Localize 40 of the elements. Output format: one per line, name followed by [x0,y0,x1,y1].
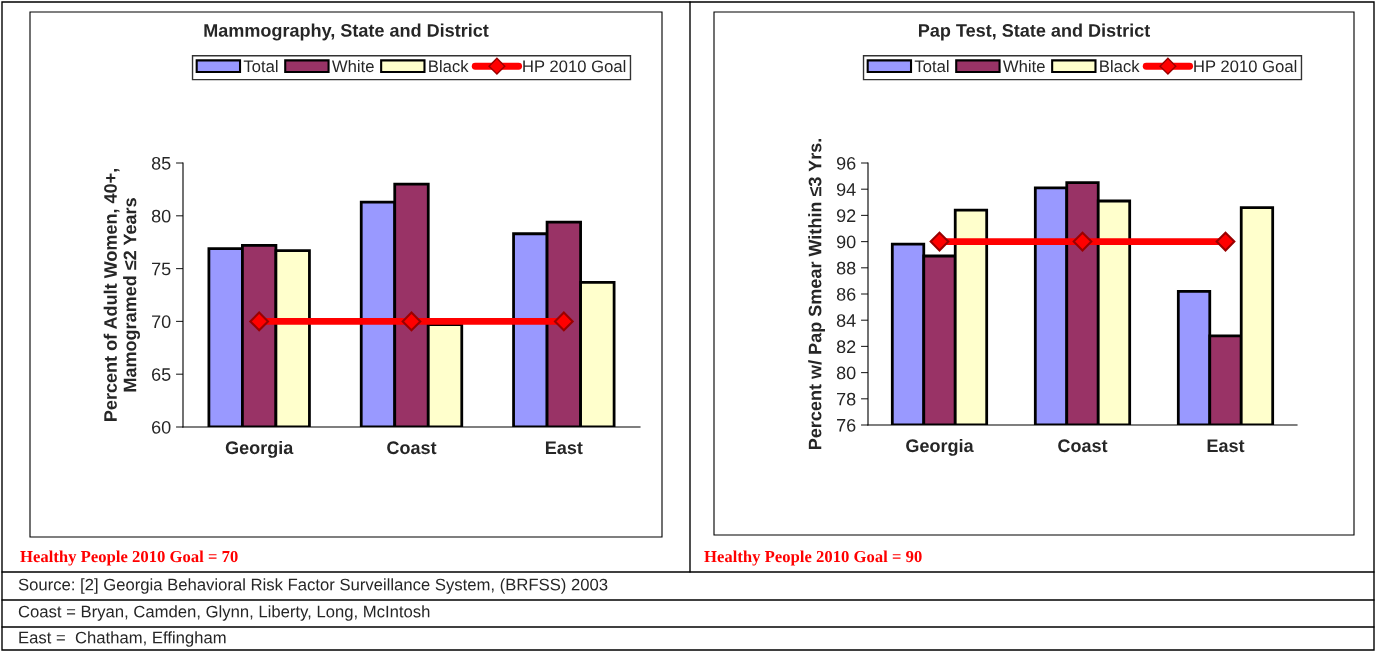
y-axis-title: Percent w/ Pap Smear Within ≤3 Yrs. [808,139,825,450]
text: Healthy People 2010 Goal = 70 [20,550,238,566]
legend-label: Total [243,59,278,73]
x-tick-label: Georgia [225,440,294,458]
y-axis-title: Percent of Adult Women, 40+, Mamogramed ≤2 Years [103,169,140,421]
y-tick-label: 85 [151,156,171,170]
y-tick-label: 76 [837,418,856,432]
y-tick-label: 70 [152,315,171,329]
x-tick-label: Georgia [906,438,974,456]
y-tick-label: 75 [152,262,171,276]
chart-title: Pap Test, State and District [918,23,1151,41]
legend-label: White [1002,59,1045,73]
y-tick-label: 92 [836,209,856,223]
x-tick-label: East [1207,439,1245,453]
y-tick-label: 88 [836,261,856,275]
legend-label: HP 2010 Goal [523,59,626,73]
legend-label: Black [429,59,469,73]
legend-label: Total [914,59,949,73]
x-tick-label: Coast [387,441,437,455]
source-note: Source: [2] Georgia Behavioral Risk Factor Surveillance System, (BRFSS) 2003 [18,578,608,594]
x-tick-label: East [545,441,583,455]
y-tick-label: 65 [152,368,171,381]
y-tick-label: 96 [836,156,856,170]
y-tick-label: 82 [836,340,856,354]
y-tick-label: 90 [836,235,856,249]
y-tick-label: 86 [836,287,856,301]
legend-label: Black [1100,59,1140,73]
y-tick-label: 80 [836,366,856,380]
y-tick-label: 60 [152,420,171,434]
y-tick-label: 84 [836,314,856,327]
y-tick-label: 80 [151,209,171,223]
text: East = Chatham, Effingham [19,631,226,647]
chart-title: Mammography, State and District [204,23,489,41]
y-tick-label: 94 [836,183,856,196]
x-tick-label: Coast [1058,439,1108,453]
text: Coast = Bryan, Camden, Glynn, Liberty, Long, McIntosh [18,605,430,621]
legend-label: HP 2010 Goal [1194,59,1297,73]
text: Healthy People 2010 Goal = 90 [704,550,922,566]
legend-label: White [331,59,374,73]
y-tick-label: 78 [837,392,856,406]
